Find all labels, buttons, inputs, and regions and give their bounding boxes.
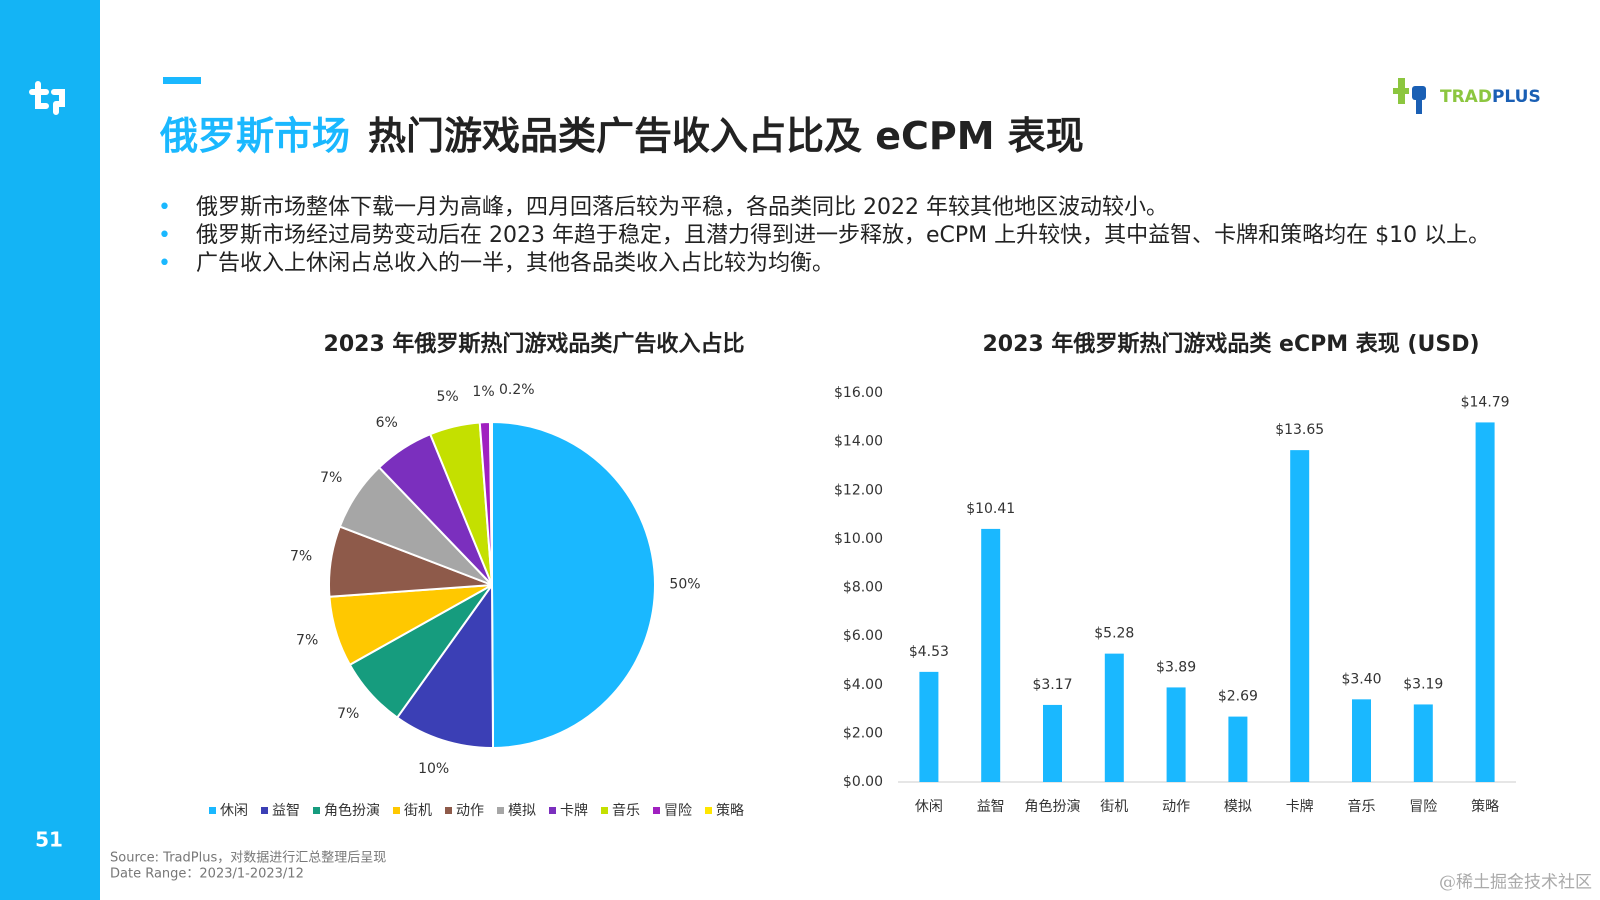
legend-swatch	[653, 807, 660, 814]
logo-part1: TRAD	[1440, 87, 1492, 107]
bullet-list: 俄罗斯市场整体下载一月为高峰，四月回落后较为平稳，各品类同比 2022 年较其他…	[158, 194, 1503, 278]
logo-part2: PLUS	[1492, 87, 1541, 107]
legend-swatch	[445, 807, 452, 814]
data-label: 6%	[376, 415, 398, 431]
bullet: 广告收入上休闲占总收入的一半，其他各品类收入占比较为均衡。	[158, 250, 1503, 278]
bar	[1290, 450, 1310, 782]
data-label: 7%	[296, 632, 318, 648]
data-label: $2.69	[1218, 689, 1258, 705]
legend-swatch	[497, 807, 504, 814]
legend-swatch	[601, 807, 608, 814]
data-label: 1%	[472, 384, 494, 400]
data-label: 50%	[669, 576, 700, 592]
bar	[981, 528, 1001, 782]
legend-label: 益智	[272, 803, 300, 819]
chart-title: 2023 年俄罗斯热门游戏品类广告收入占比	[324, 331, 745, 357]
y-tick-label: $16.00	[834, 385, 883, 401]
page-number: 51	[35, 828, 63, 852]
legend-label: 街机	[404, 803, 432, 819]
title-main: 热门游戏品类广告收入占比及 eCPM 表现	[368, 114, 1084, 158]
legend-swatch	[549, 807, 556, 814]
data-label: 10%	[418, 761, 449, 777]
y-tick-label: $6.00	[843, 628, 883, 644]
legend-swatch	[313, 807, 320, 814]
data-label: $13.65	[1275, 422, 1324, 438]
bar	[1043, 704, 1062, 782]
y-tick-label: $14.00	[834, 434, 883, 450]
x-tick-label: 休闲	[915, 799, 943, 815]
data-label: $10.41	[966, 501, 1015, 517]
bar	[919, 671, 939, 782]
footer-source: Source: TradPlus，对数据进行汇总整理后呈现	[110, 851, 386, 866]
bullet: 俄罗斯市场整体下载一月为高峰，四月回落后较为平稳，各品类同比 2022 年较其他…	[158, 194, 1503, 222]
watermark: @稀土掘金技术社区	[1439, 873, 1592, 893]
y-tick-label: $2.00	[843, 725, 883, 741]
y-tick-label: $4.00	[843, 677, 883, 693]
y-tick-label: $0.00	[843, 774, 883, 790]
pie-slice	[395, 581, 495, 749]
bar	[1413, 704, 1433, 782]
brand-logo	[1393, 78, 1426, 114]
legend-swatch	[393, 807, 400, 814]
data-label: $3.17	[1032, 677, 1072, 693]
legend-label: 角色扮演	[324, 802, 380, 819]
data-label: $14.79	[1461, 394, 1510, 410]
pie-slice	[488, 420, 493, 586]
data-label: 7%	[320, 470, 342, 486]
legend-label: 卡牌	[560, 802, 588, 819]
sidebar-logo	[29, 81, 65, 115]
bar	[1352, 699, 1371, 782]
bar	[1166, 687, 1186, 782]
bar	[1475, 422, 1495, 782]
bar	[1104, 653, 1124, 782]
x-tick-label: 音乐	[1348, 798, 1376, 815]
header-dash	[163, 77, 201, 84]
data-label: $3.40	[1341, 671, 1381, 687]
bullet: 俄罗斯市场经过局势变动后在 2023 年趋于稳定，且潜力得到进一步释放，eCPM…	[158, 222, 1503, 250]
pie-slice	[491, 420, 656, 750]
brand-logo-text: TRADPLUS	[1440, 87, 1541, 107]
x-tick-label: 动作	[1162, 799, 1190, 815]
x-tick-label: 模拟	[1224, 799, 1252, 815]
data-label: $3.19	[1403, 676, 1443, 692]
legend-swatch	[261, 807, 268, 814]
data-label: 0.2%	[499, 382, 535, 398]
bar	[1228, 716, 1248, 782]
x-tick-label: 卡牌	[1286, 798, 1314, 815]
legend-label: 模拟	[508, 803, 536, 819]
data-label: $3.89	[1156, 659, 1196, 675]
x-tick-label: 益智	[977, 799, 1005, 815]
legend-label: 休闲	[220, 803, 248, 819]
data-label: 7%	[337, 706, 359, 722]
legend-swatch	[209, 807, 216, 814]
x-tick-label: 街机	[1100, 799, 1128, 815]
legend-label: 策略	[716, 802, 744, 819]
legend-swatch	[705, 807, 712, 814]
y-tick-label: $12.00	[834, 482, 883, 498]
title-highlight: 俄罗斯市场	[159, 114, 350, 158]
footer-date: Date Range：2023/1-2023/12	[110, 867, 304, 882]
legend-label: 动作	[456, 803, 484, 819]
legend-label: 音乐	[612, 802, 640, 819]
x-tick-label: 策略	[1471, 798, 1499, 815]
chart-title: 2023 年俄罗斯热门游戏品类 eCPM 表现 (USD)	[982, 331, 1479, 357]
data-label: 5%	[437, 389, 459, 405]
data-label: 7%	[290, 549, 312, 565]
y-tick-label: $8.00	[843, 580, 883, 596]
y-tick-label: $10.00	[834, 531, 883, 547]
x-tick-label: 冒险	[1409, 799, 1437, 815]
header-title: 俄罗斯市场 热门游戏品类广告收入占比及 eCPM 表现	[159, 114, 1084, 158]
data-label: $4.53	[909, 644, 949, 660]
data-label: $5.28	[1094, 626, 1134, 642]
sidebar	[0, 0, 100, 900]
legend-label: 冒险	[664, 803, 692, 819]
x-tick-label: 角色扮演	[1025, 798, 1081, 815]
